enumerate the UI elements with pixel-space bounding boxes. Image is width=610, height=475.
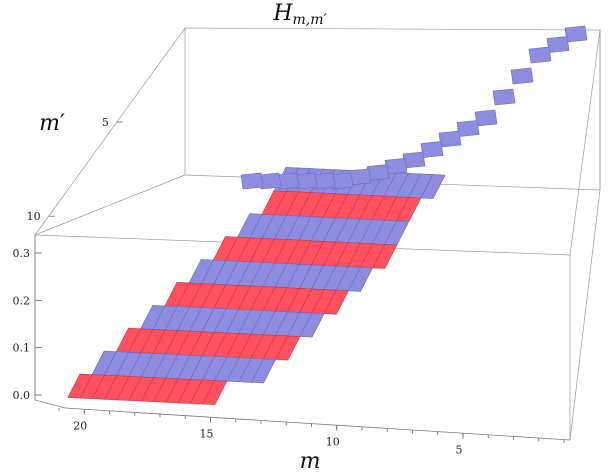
y-tick-label-5: 5 [102,116,109,129]
y-axis-title: m′ [39,111,65,136]
z-tick-label-0.0: 0.0 [13,389,31,402]
z-tick-label-0.1: 0.1 [13,342,31,355]
x-tick-label-5: 5 [456,444,463,457]
chart-title: Hm,m′ [272,1,327,28]
box-right-floor-edge [569,189,601,441]
x-tick-label-15: 15 [200,428,214,441]
diagonal-cell-4 [492,88,516,106]
diagonal-cell-1 [546,36,570,53]
x-axis-title: m [300,449,321,474]
x-tick-label-10: 10 [326,436,340,449]
z-tick-label-0.3: 0.3 [13,247,31,260]
diagonal-cell-8 [420,141,444,158]
diagonal-cell-5 [474,109,498,127]
chart-title-main: H [272,1,293,26]
data-cells [67,166,446,405]
cell-m21-mp0 [67,373,93,399]
y-tick-label-10: 10 [27,210,41,223]
diagonal-cell-2 [528,46,552,64]
box-top-right-edge [569,29,601,256]
x-axis-line [64,407,571,441]
z-axis-line [34,235,66,409]
diagonal-cell-6 [456,120,480,137]
diagonal-cell-3 [510,67,534,85]
diagonal-cell-18 [240,172,264,190]
chart-title-sub: m,m′ [293,12,328,28]
axis-ticks: 20 15 10 5 0.0 0.1 0.2 0.3 5 10 [13,116,565,457]
diagonal-cells [240,25,588,190]
diagonal-cell-0 [564,25,588,43]
box-top-left-edge [34,27,186,236]
x-tick-label-20: 20 [73,420,87,433]
z-tick-label-0.2: 0.2 [13,294,31,307]
diagonal-cell-7 [438,130,462,148]
